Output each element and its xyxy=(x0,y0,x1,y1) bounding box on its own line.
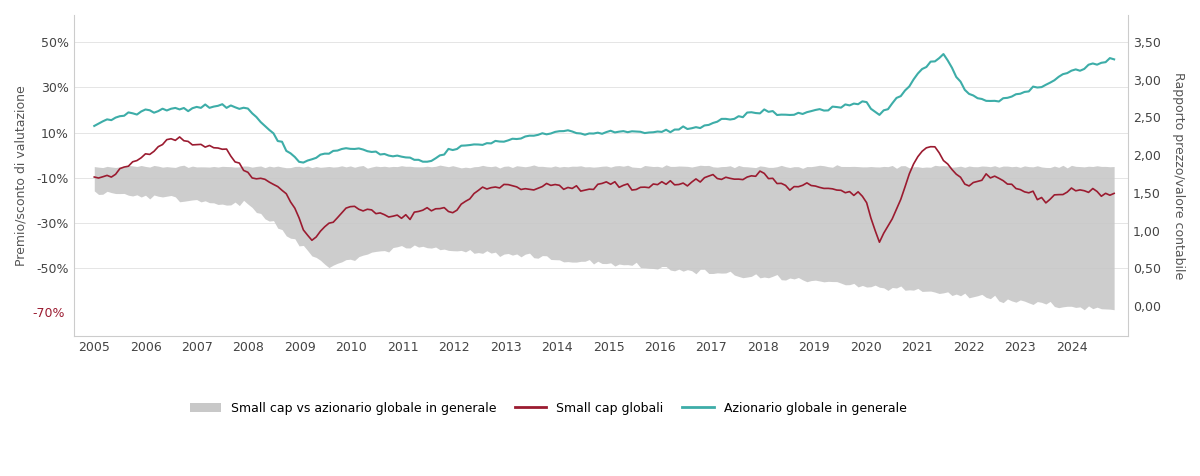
Y-axis label: Rapporto prezzo/valore contabile: Rapporto prezzo/valore contabile xyxy=(1172,72,1186,279)
Legend: Small cap vs azionario globale in generale, Small cap globali, Azionario globale: Small cap vs azionario globale in genera… xyxy=(185,397,912,420)
Y-axis label: Premio/sconto di valutazione: Premio/sconto di valutazione xyxy=(14,85,28,266)
Text: -70%: -70% xyxy=(32,307,65,320)
